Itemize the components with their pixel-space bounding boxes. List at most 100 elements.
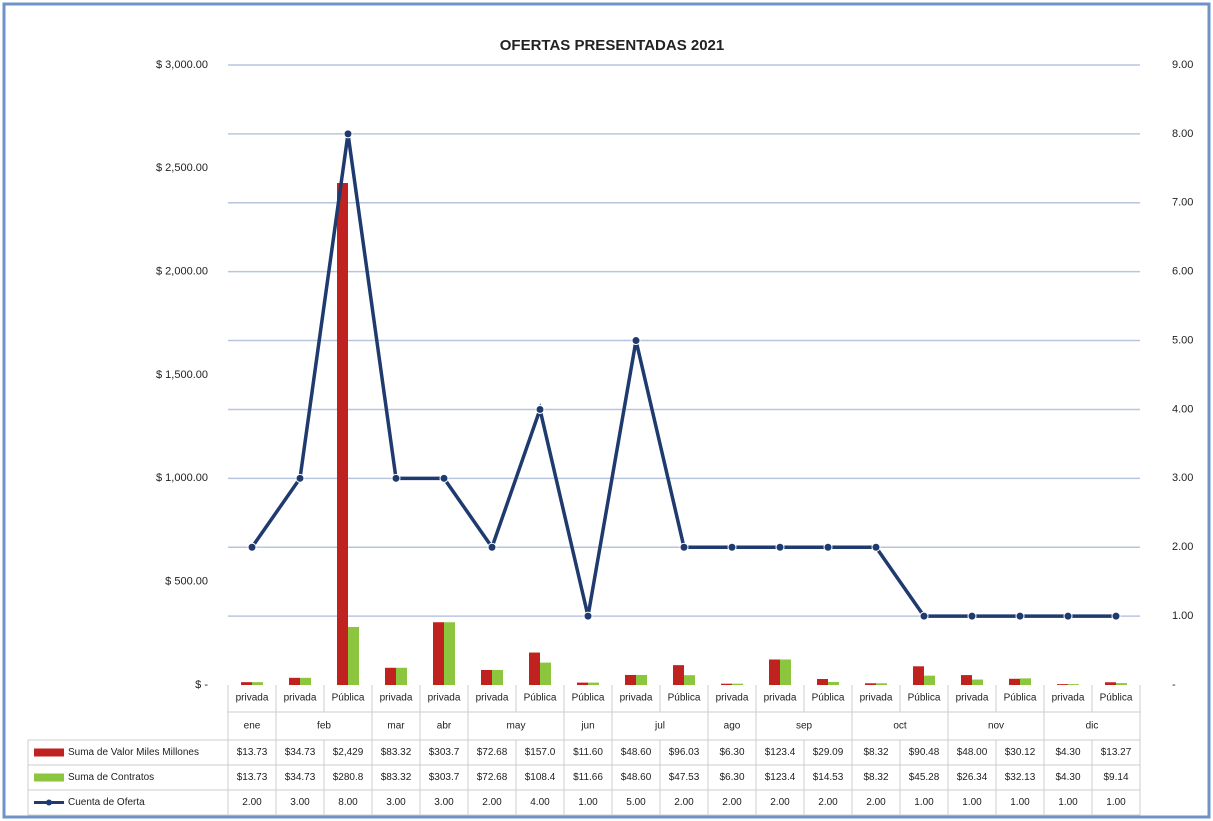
table-value: $123.4: [765, 772, 796, 783]
table-value: $14.53: [813, 772, 844, 783]
line-marker: [679, 542, 689, 552]
table-value: $72.68: [477, 747, 508, 758]
table-value: $11.60: [573, 747, 603, 758]
x-tick-label: privada: [284, 693, 317, 704]
line-marker: [871, 542, 881, 552]
bar: [1009, 678, 1020, 685]
legend-swatch: [46, 799, 52, 806]
line-marker: [1015, 611, 1025, 621]
x-tick-label: privada: [428, 693, 461, 704]
table-value: $280.8: [333, 772, 364, 783]
x-tick-label: Pública: [668, 693, 701, 704]
table-value: 2.00: [866, 797, 886, 808]
table-value: 2.00: [770, 797, 790, 808]
x-tick-label: privada: [860, 693, 893, 704]
table-value: $48.60: [621, 772, 652, 783]
legend-label: Suma de Valor Miles Millones: [68, 747, 199, 758]
bar: [865, 683, 876, 685]
x-group-label: ago: [724, 721, 741, 732]
y2-tick-label: 2.00: [1172, 541, 1193, 553]
line-marker: [583, 611, 593, 621]
x-tick-label: privada: [476, 693, 509, 704]
x-tick-label: Pública: [1004, 693, 1037, 704]
x-group-label: sep: [796, 721, 813, 732]
table-value: 1.00: [914, 797, 934, 808]
x-tick-label: privada: [716, 693, 749, 704]
y2-tick-label: -: [1172, 679, 1176, 691]
x-group-label: ene: [244, 721, 261, 732]
table-value: $48.60: [621, 747, 652, 758]
table-value: $303.7: [429, 772, 460, 783]
table-value: $8.32: [863, 747, 888, 758]
bar: [828, 681, 839, 685]
y-tick-label: $ 1,000.00: [156, 472, 208, 484]
y2-tick-label: 6.00: [1172, 266, 1193, 278]
bar: [769, 659, 780, 685]
y2-tick-label: 8.00: [1172, 128, 1193, 140]
line-marker: [919, 611, 929, 621]
table-value: $47.53: [669, 772, 700, 783]
bar: [481, 669, 492, 685]
bar: [348, 626, 359, 685]
bar: [1116, 683, 1127, 685]
x-tick-label: Pública: [1100, 693, 1133, 704]
table-value: 1.00: [1010, 797, 1030, 808]
x-group-label: feb: [317, 721, 331, 732]
y2-tick-label: 1.00: [1172, 610, 1193, 622]
x-tick-label: Pública: [908, 693, 941, 704]
table-value: 4.00: [530, 797, 550, 808]
table-value: $13.73: [237, 772, 268, 783]
bar: [433, 622, 444, 685]
table-value: $32.13: [1005, 772, 1036, 783]
x-group-label: jun: [580, 721, 594, 732]
legend-label: Suma de Contratos: [68, 772, 154, 783]
line-marker: [343, 129, 353, 139]
table-value: $34.73: [285, 772, 316, 783]
table-value: $13.73: [237, 747, 268, 758]
table-value: 2.00: [242, 797, 262, 808]
bar: [636, 674, 647, 685]
table-value: $9.14: [1103, 772, 1128, 783]
table-value: 5.00: [626, 797, 646, 808]
line-marker: [967, 611, 977, 621]
table-value: $83.32: [381, 747, 412, 758]
bar: [577, 682, 588, 685]
table-value: 1.00: [1058, 797, 1078, 808]
x-tick-label: privada: [764, 693, 797, 704]
x-tick-label: Pública: [524, 693, 557, 704]
bar: [913, 666, 924, 685]
bar: [625, 674, 636, 685]
table-value: $45.28: [909, 772, 940, 783]
x-group-label: dic: [1086, 721, 1099, 732]
chart-title: OFERTAS PRESENTADAS 2021: [500, 37, 725, 54]
table-value: $48.00: [957, 747, 988, 758]
table-value: $4.30: [1055, 772, 1080, 783]
table-value: $72.68: [477, 772, 508, 783]
table-value: $29.09: [813, 747, 844, 758]
table-value: 1.00: [1106, 797, 1126, 808]
y-tick-label: $ 500.00: [165, 576, 208, 588]
table-value: $34.73: [285, 747, 316, 758]
table-value: 2.00: [482, 797, 502, 808]
bar: [1020, 678, 1031, 685]
table-value: 2.00: [674, 797, 694, 808]
table-value: 3.00: [290, 797, 310, 808]
table-value: $83.32: [381, 772, 412, 783]
table-value: 3.00: [434, 797, 454, 808]
line-marker: [535, 404, 545, 414]
bar: [721, 683, 732, 685]
table-value: $96.03: [669, 747, 700, 758]
table-value: $13.27: [1101, 747, 1132, 758]
bar: [529, 652, 540, 685]
table-value: $123.4: [765, 747, 796, 758]
y2-tick-label: 5.00: [1172, 334, 1193, 346]
x-tick-label: privada: [236, 693, 269, 704]
bar: [444, 622, 455, 685]
line-marker: [1111, 611, 1121, 621]
x-tick-label: privada: [380, 693, 413, 704]
y2-tick-label: 3.00: [1172, 472, 1193, 484]
bar: [1105, 682, 1116, 685]
table-value: $90.48: [909, 747, 940, 758]
bar: [337, 183, 348, 686]
